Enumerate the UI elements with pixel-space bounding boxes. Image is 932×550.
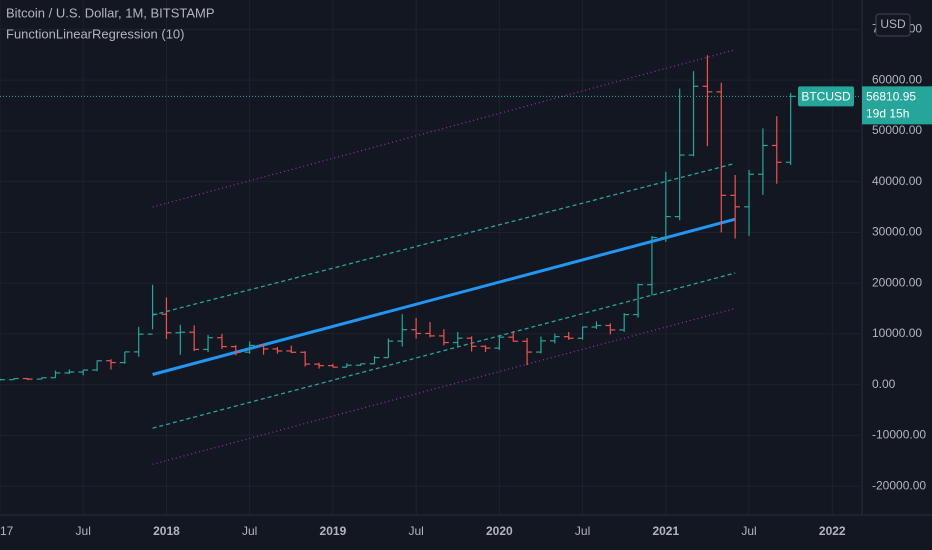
- x-tick-label: 17: [0, 524, 14, 538]
- x-tick-label: Jul: [408, 524, 423, 538]
- x-tick-label: 2021: [652, 524, 679, 538]
- regression-line: [152, 162, 736, 316]
- y-tick-label: 30000.00: [872, 225, 922, 239]
- indicator-title: FunctionLinearRegression (10): [6, 26, 184, 41]
- symbol-badge: [798, 86, 854, 107]
- currency-label[interactable]: USD: [880, 17, 906, 31]
- plot: [0, 49, 860, 465]
- y-tick-label: -10000.00: [872, 428, 926, 442]
- x-tick-label: Jul: [76, 524, 91, 538]
- symbol-badge-label: BTCUSD: [801, 90, 851, 104]
- price-badge-label: 56810.95: [866, 90, 916, 104]
- y-tick-label: 40000.00: [872, 174, 922, 188]
- axes: -20000.00 -10000.00 0.00 10000.00 20000.00 30…: [0, 22, 932, 538]
- x-tick-label: Jul: [575, 524, 590, 538]
- x-tick-label: Jul: [242, 524, 257, 538]
- regression-line: [152, 272, 736, 429]
- currency-button[interactable]: [875, 13, 911, 37]
- y-tick-label: -20000.00: [872, 478, 926, 492]
- x-tick-label: Jul: [741, 524, 756, 538]
- y-tick-label: 10000.00: [872, 326, 922, 340]
- price-badge: [862, 86, 932, 125]
- y-tick-label: 20000.00: [872, 275, 922, 289]
- regression-line: [152, 49, 736, 208]
- y-tick-label: 0.00: [872, 377, 896, 391]
- regression-line: [152, 307, 736, 465]
- x-tick-label: 2020: [486, 524, 513, 538]
- x-tick-label: 2019: [320, 524, 347, 538]
- grid: [0, 0, 860, 515]
- y-tick-label: 60000.00: [872, 72, 922, 86]
- x-tick-label: 2018: [153, 524, 180, 538]
- symbol-title: Bitcoin / U.S. Dollar, 1M, BITSTAMP: [6, 5, 215, 20]
- x-tick-label: 2022: [819, 524, 846, 538]
- y-tick-label: 50000.00: [872, 123, 922, 137]
- countdown-label: 19d 15h: [866, 107, 909, 121]
